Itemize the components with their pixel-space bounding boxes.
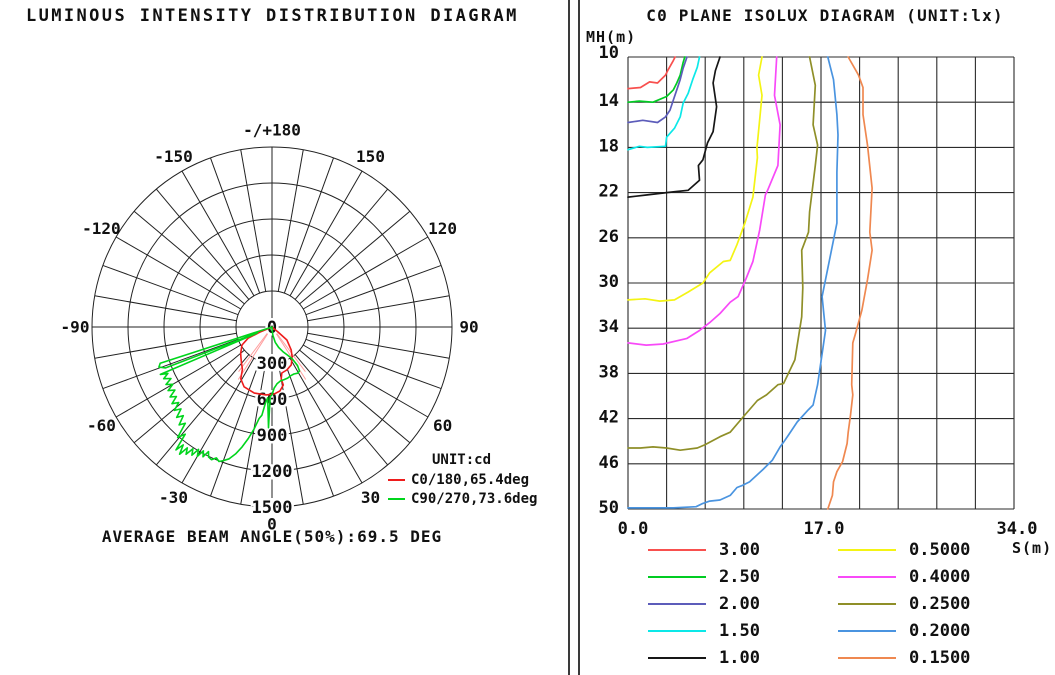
level-label: 3.00 — [719, 539, 760, 560]
svg-text:-150: -150 — [154, 147, 193, 166]
isolux-legend-row: 3.00 — [648, 539, 760, 560]
isolux-legend-row: 0.2500 — [838, 593, 971, 614]
level-line-swatch — [648, 575, 706, 578]
polar-legend: UNIT:cd C0/180,65.4deg C90/270,73.6deg — [388, 451, 537, 508]
svg-text:42: 42 — [599, 408, 619, 428]
level-line-swatch — [838, 629, 896, 632]
luminous-intensity-polar-chart: 0306090120150-/+180-150-120-90-60-300300… — [61, 121, 479, 534]
level-label: 0.5000 — [909, 539, 971, 560]
level-line-swatch — [838, 656, 896, 659]
level-line-swatch — [648, 548, 706, 551]
level-label: 2.00 — [719, 593, 760, 614]
isolux-legend-row: 1.00 — [648, 647, 760, 668]
svg-text:14: 14 — [599, 91, 619, 111]
svg-text:22: 22 — [599, 182, 619, 202]
isolux-legend-row: 2.50 — [648, 566, 760, 587]
svg-text:60: 60 — [433, 416, 452, 435]
level-line-swatch — [648, 629, 706, 632]
c0-series-label: C0/180,65.4deg — [411, 471, 530, 488]
level-label: 0.2500 — [909, 593, 971, 614]
isolux-legend-column-right: 0.5000 0.4000 0.2500 0.2000 0.1500 — [838, 539, 971, 675]
polar-legend-row-c90: C90/270,73.6deg — [388, 489, 537, 508]
c0-series-line-swatch — [388, 478, 405, 481]
polar-unit-label: UNIT:cd — [432, 452, 492, 468]
level-line-swatch — [648, 602, 706, 605]
isolux-legend-column-left: 3.00 2.50 2.00 1.50 1.00 — [648, 539, 760, 675]
svg-text:26: 26 — [599, 227, 619, 247]
svg-text:-90: -90 — [61, 318, 90, 337]
svg-text:-30: -30 — [159, 488, 188, 507]
level-label: 0.4000 — [909, 566, 971, 587]
svg-text:150: 150 — [356, 147, 385, 166]
level-label: 1.00 — [719, 647, 760, 668]
svg-text:1500: 1500 — [252, 498, 293, 518]
mh-axis-label: MH(m) — [586, 28, 637, 46]
svg-text:1200: 1200 — [252, 462, 293, 482]
svg-text:-/+180: -/+180 — [243, 121, 301, 140]
isolux-legend-row: 1.50 — [648, 620, 760, 641]
level-label: 1.50 — [719, 620, 760, 641]
luminous-diagram-title: LUMINOUS INTENSITY DISTRIBUTION DIAGRAM — [26, 6, 519, 26]
svg-text:34: 34 — [599, 317, 619, 337]
svg-text:0: 0 — [267, 515, 277, 534]
isolux-contour-chart: 10 14 18 22 26 30 34 38 42 46 500.0 17.0 34.0 — [599, 43, 1038, 539]
c90-series-line-swatch — [388, 497, 405, 500]
svg-text:-60: -60 — [87, 416, 116, 435]
level-label: 0.1500 — [909, 647, 971, 668]
isolux-legend-row: 0.1500 — [838, 647, 971, 668]
isolux-legend-row: 0.4000 — [838, 566, 971, 587]
svg-text:38: 38 — [599, 362, 619, 382]
level-line-swatch — [838, 602, 896, 605]
svg-text:18: 18 — [599, 136, 619, 156]
svg-text:900: 900 — [257, 426, 288, 446]
level-line-swatch — [838, 575, 896, 578]
svg-text:34.0: 34.0 — [997, 519, 1038, 539]
svg-text:50: 50 — [599, 498, 619, 518]
average-beam-angle-text: AVERAGE BEAM ANGLE(50%):69.5 DEG — [101, 527, 443, 546]
level-label: 0.2000 — [909, 620, 971, 641]
panel-separator-line — [568, 0, 570, 675]
level-line-swatch — [648, 656, 706, 659]
svg-text:46: 46 — [599, 453, 619, 473]
svg-text:30: 30 — [599, 272, 619, 292]
level-label: 2.50 — [719, 566, 760, 587]
isolux-diagram-title: C0 PLANE ISOLUX DIAGRAM (UNIT:lx) — [646, 6, 1004, 25]
svg-text:90: 90 — [459, 318, 478, 337]
svg-text:17.0: 17.0 — [804, 519, 845, 539]
s-axis-label: S(m) — [1012, 539, 1053, 557]
isolux-legend-row: 2.00 — [648, 593, 760, 614]
svg-text:-120: -120 — [82, 219, 121, 238]
svg-text:30: 30 — [361, 488, 380, 507]
panel-separator-line — [578, 0, 580, 675]
c90-series-label: C90/270,73.6deg — [411, 490, 538, 507]
svg-text:300: 300 — [257, 354, 288, 374]
svg-text:10: 10 — [599, 43, 619, 63]
isolux-legend-row: 0.5000 — [838, 539, 971, 560]
svg-text:0.0: 0.0 — [618, 519, 649, 539]
polar-legend-row-c0: C0/180,65.4deg — [388, 470, 537, 489]
isolux-legend-row: 0.2000 — [838, 620, 971, 641]
level-line-swatch — [838, 548, 896, 551]
svg-text:120: 120 — [428, 219, 457, 238]
